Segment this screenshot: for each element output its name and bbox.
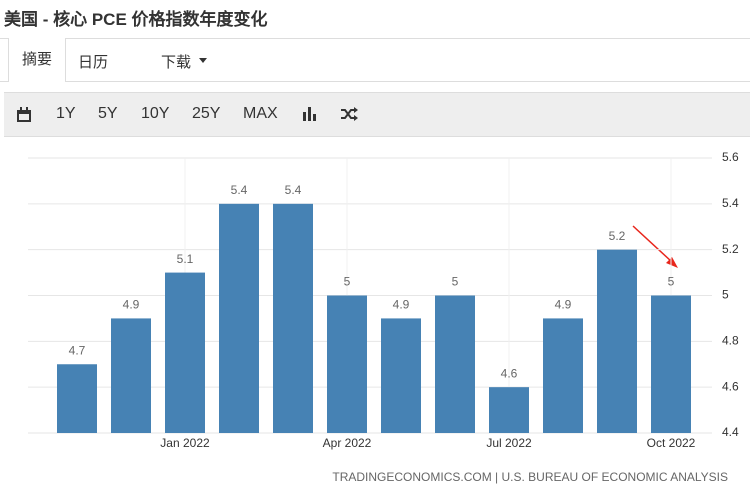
y-tick-label: 5 (722, 288, 729, 302)
value-label: 5 (452, 275, 459, 289)
bar (273, 203, 313, 433)
y-tick-label: 4.4 (722, 425, 739, 439)
value-label: 4.7 (69, 343, 86, 357)
chart: TRADINGECONOMICS.COM | U.S. BUREAU OF EC… (28, 150, 739, 484)
bar (651, 295, 691, 433)
x-tick-label: Jul 2022 (486, 436, 532, 450)
dropdown-caret (199, 58, 207, 63)
tab[interactable]: 摘要 (8, 38, 66, 82)
annotation-arrow (632, 225, 678, 268)
y-tick-label: 5.4 (722, 196, 739, 210)
value-label: 5.1 (177, 252, 194, 266)
value-label: 4.6 (501, 366, 518, 380)
range-button[interactable]: MAX (243, 105, 278, 122)
bar (57, 364, 97, 433)
x-tick-label: Oct 2022 (647, 436, 696, 450)
calendar-icon[interactable] (16, 107, 32, 123)
y-tick-label: 5.6 (722, 150, 739, 164)
toolbar: 1Y 5Y 10Y 25Y MAX (4, 92, 750, 137)
bar (381, 318, 421, 433)
x-tick-label: Apr 2022 (323, 436, 372, 450)
tab[interactable]: 下载 (161, 54, 192, 71)
x-tick-label: Jan 2022 (160, 436, 210, 450)
range-button[interactable]: 1Y (56, 105, 76, 122)
bar (597, 249, 637, 433)
y-tick-label: 4.6 (722, 379, 739, 393)
y-tick-label: 4.8 (722, 334, 739, 348)
bar (543, 318, 583, 433)
tab[interactable]: 日历 (78, 54, 109, 71)
bar (165, 272, 205, 433)
value-label: 5.4 (285, 183, 302, 197)
y-tick-label: 5.2 (722, 242, 739, 256)
page-title: 美国 - 核心 PCE 价格指数年度变化 (4, 10, 268, 29)
range-button[interactable]: 25Y (192, 105, 221, 122)
bar (435, 295, 475, 433)
value-label: 5.2 (609, 229, 626, 243)
tab-bar: 摘要 日历 下载 (0, 38, 750, 82)
bar (111, 318, 151, 433)
range-button[interactable]: 10Y (141, 105, 170, 122)
value-label: 4.9 (555, 298, 572, 312)
compare-icon[interactable] (340, 106, 358, 122)
value-label: 4.9 (393, 298, 410, 312)
chart-type-icon[interactable] (302, 106, 318, 122)
source-credit: TRADINGECONOMICS.COM | U.S. BUREAU OF EC… (332, 470, 728, 484)
bar (219, 203, 259, 433)
bar (489, 387, 529, 433)
value-label: 5.4 (231, 183, 248, 197)
value-label: 5 (344, 275, 351, 289)
range-button[interactable]: 5Y (98, 105, 118, 122)
value-label: 5 (668, 275, 675, 289)
bar (327, 295, 367, 433)
value-label: 4.9 (123, 298, 140, 312)
